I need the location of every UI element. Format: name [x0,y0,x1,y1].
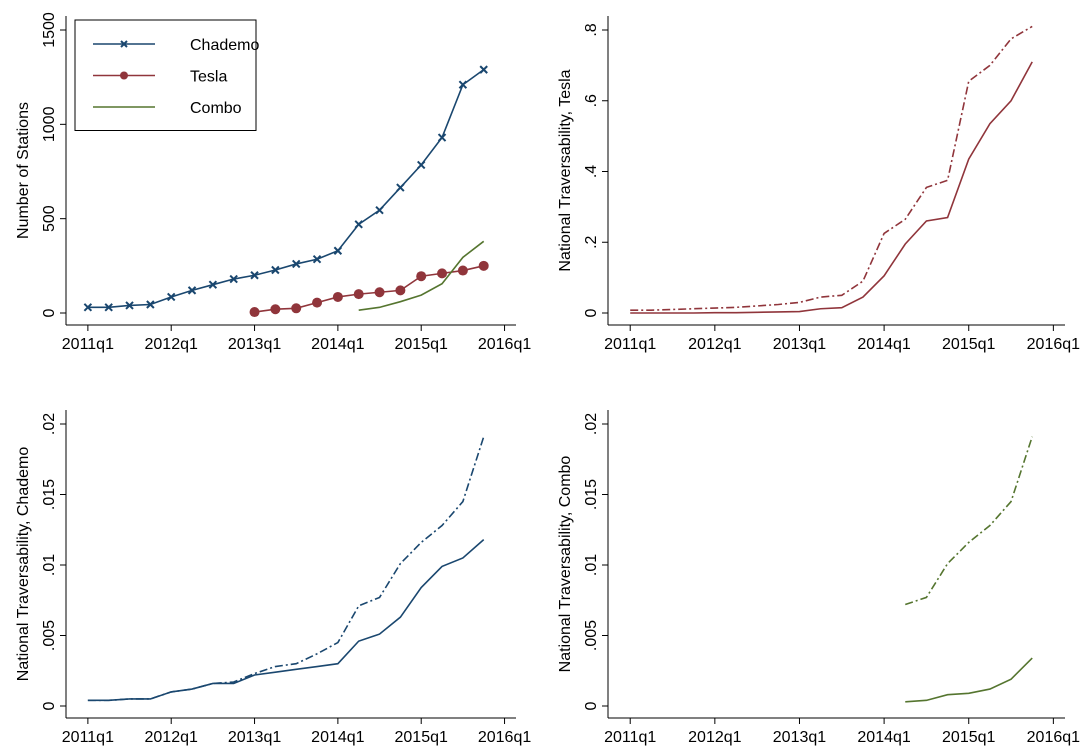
x-tick-label: 2016q1 [478,336,531,353]
x-tick-label: 2014q1 [311,336,364,353]
marker [312,297,323,308]
marker [292,259,301,269]
marker [479,65,488,74]
x-tick-label: 2015q1 [395,729,448,746]
marker [353,289,364,300]
y-tick-label: .015 [41,479,58,510]
x-tick-label: 2011q1 [62,729,114,746]
marker [146,300,155,309]
x-tick-label: 2016q1 [1027,729,1080,746]
marker [458,80,468,89]
series-line [87,436,485,702]
x-tick-label: 2014q1 [311,729,364,746]
series-line [87,68,485,309]
x-tick-label: 2012q1 [145,336,198,353]
marker [457,265,468,276]
legend-label: Chademo [190,37,259,54]
marker [478,260,489,271]
x-tick-label: 2015q1 [395,336,448,353]
y-tick-label: 1500 [41,12,58,48]
panel: 0 .005 .01 .015 .02 2011q1 2012q1 2013q1 2014q1 2… [15,410,531,746]
x-tick-label: 2013q1 [228,336,281,353]
marker [187,286,197,295]
x-tick-label: 2016q1 [478,729,531,746]
legend-marker [120,40,128,48]
x-tick-label: 2011q1 [62,336,114,353]
x-tick-label: 2013q1 [773,729,826,746]
marker [416,271,427,282]
series-line [905,436,1033,606]
y-tick-label: .6 [583,94,600,107]
y-tick-label: 1000 [41,106,58,142]
marker [333,246,343,255]
y-tick-label: 0 [41,701,58,710]
marker [395,285,406,296]
y-axis-title: National Traversability, Combo [557,456,574,673]
y-tick-label: 0 [583,701,600,710]
y-tick-label: .005 [41,620,58,651]
marker [374,287,385,298]
x-tick-label: 2011q1 [604,336,656,353]
marker [167,292,176,302]
y-tick-label: .015 [583,479,600,510]
series-line [630,25,1033,311]
marker [271,265,280,275]
x-tick-label: 2013q1 [773,336,826,353]
series-line [905,657,1033,703]
y-tick-label: .02 [583,413,600,435]
series-line [358,240,485,311]
marker [354,220,363,229]
marker [332,291,343,302]
marker [250,271,259,280]
y-axis-title: National Traversability, Tesla [557,69,574,271]
y-tick-label: 0 [41,308,58,317]
marker [208,280,218,289]
panel: 0 .005 .01 .015 .02 2011q1 2012q1 2013q1 2014q1 2… [557,410,1080,746]
marker [291,303,302,314]
marker [437,133,447,142]
marker [125,301,134,310]
marker [312,255,322,264]
marker [104,303,113,312]
marker [270,304,281,315]
series-line [254,265,484,313]
y-tick-label: .02 [41,413,58,435]
x-tick-label: 2016q1 [1027,336,1080,353]
marker [83,303,93,312]
marker [375,205,384,215]
panel: 0 500 1000 1500 2011q1 2012q1 2013q1 2014q1 2015… [15,12,531,353]
y-tick-label: .005 [583,620,600,651]
y-tick-label: 500 [41,205,58,232]
y-axis-title: National Traversability, Chademo [15,447,32,682]
legend-label: Combo [190,100,242,117]
legend-label: Tesla [190,69,227,86]
x-tick-label: 2013q1 [228,729,281,746]
y-axis-title: Number of Stations [15,102,32,239]
marker [396,183,405,192]
x-tick-label: 2015q1 [942,336,995,353]
series-line [630,61,1033,314]
marker [249,307,260,318]
y-tick-label: .8 [583,23,600,36]
y-tick-label: 0 [583,308,600,317]
y-tick-label: .2 [583,235,600,248]
marker [229,274,238,284]
y-tick-label: .4 [583,165,600,178]
x-tick-label: 2011q1 [604,729,656,746]
legend-marker [120,71,128,80]
y-tick-label: .01 [583,554,600,576]
x-tick-label: 2014q1 [857,729,910,746]
x-tick-label: 2012q1 [688,336,741,353]
panel: 0 .2 .4 .6 .8 2011q1 2012q1 2013q1 2014q1 2015q1 2… [557,16,1080,353]
y-tick-label: .01 [41,554,58,576]
x-tick-label: 2012q1 [145,729,198,746]
marker [437,268,448,279]
x-tick-label: 2012q1 [688,729,741,746]
x-tick-label: 2015q1 [942,729,995,746]
series-line [87,539,485,702]
marker [417,160,426,170]
x-tick-label: 2014q1 [857,336,910,353]
